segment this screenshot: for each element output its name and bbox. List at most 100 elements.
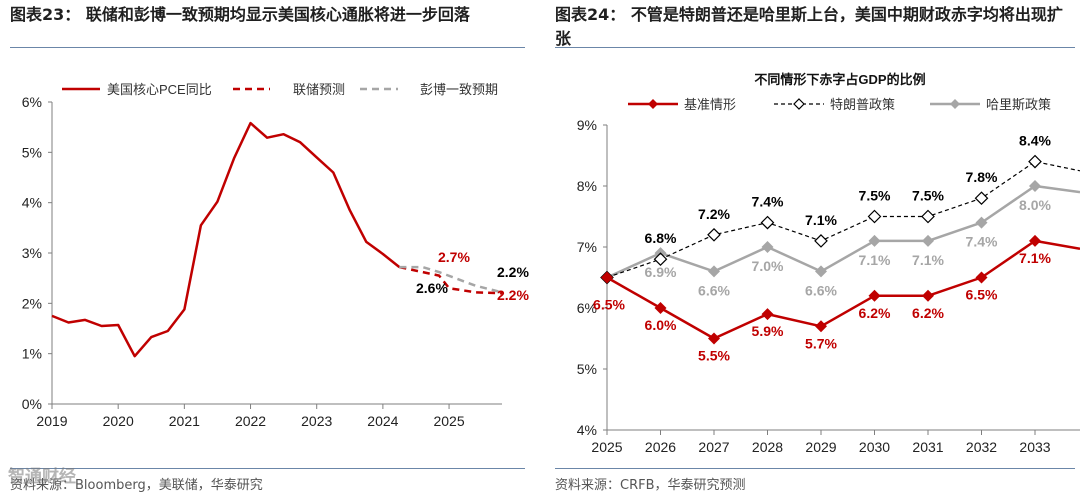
right-data-label-s2: 6.6%: [805, 282, 837, 298]
right-marker-s0: [922, 289, 934, 302]
right-chart-title: 不同情形下赤字占GDP的比例: [754, 72, 925, 87]
right-marker-s1: [653, 252, 668, 267]
right-data-label-s1: 7.5%: [859, 188, 891, 204]
right-marker-s1: [760, 215, 775, 230]
right-marker-s1: [814, 234, 828, 248]
right-x-tick-label: 2025: [591, 439, 622, 455]
right-x-tick-label: 2030: [859, 439, 890, 455]
right-data-label-s1: 7.4%: [752, 194, 784, 210]
right-y-tick-label: 9%: [577, 117, 597, 133]
right-data-label-s1: 8.4%: [1019, 133, 1051, 149]
left-y-tick-label: 4%: [22, 195, 42, 211]
right-marker-s0: [761, 308, 774, 321]
left-annotation-label: 2.6%: [416, 280, 448, 296]
right-marker-s0: [1029, 234, 1041, 247]
right-source-rule: [555, 468, 1075, 469]
right-marker-s1: [921, 209, 935, 224]
right-marker-s2: [708, 265, 720, 278]
left-legend: 美国核心PCE同比 联储预测 彭博一致预期: [62, 82, 498, 97]
right-data-label-s0: 6.2%: [859, 305, 891, 321]
right-y-tick-label: 5%: [577, 361, 597, 377]
right-x-tick-label: 2029: [805, 439, 836, 455]
left-x-tick-label: 2025: [433, 413, 464, 429]
left-x-tick-label: 2022: [235, 413, 266, 429]
right-series-line-0: [606, 239, 1080, 340]
right-marker-s0: [815, 320, 827, 333]
left-x-tick-label: 2024: [367, 413, 398, 429]
legend-marker-harris: [950, 99, 960, 109]
left-source-note: 资料来源：Bloomberg，美联储，华泰研究: [10, 478, 263, 493]
right-x-tick-label: 2026: [645, 439, 676, 455]
right-data-label-s0: 7.1%: [1019, 250, 1051, 266]
right-data-label-s1: 7.2%: [698, 206, 730, 222]
right-marker-s2: [1029, 180, 1041, 192]
right-data-label-s1: 6.8%: [645, 230, 677, 246]
right-source-note: 资料来源：CRFB，华泰研究预测: [555, 478, 746, 493]
left-x-tick-label: 2019: [36, 413, 67, 429]
right-marker-s0: [601, 271, 613, 284]
right-marker-s1: [707, 227, 721, 242]
right-y-tick-label: 7%: [577, 239, 597, 255]
right-marker-s0: [868, 289, 881, 302]
right-data-label-s0: 5.9%: [752, 323, 784, 339]
right-axes: 4% 5% 6% 7% 8% 9% 2025 2026 2027 2028 2029 2030 2031…: [577, 117, 1080, 455]
right-data-label-s2: 7.0%: [752, 258, 784, 274]
right-figure-title: 图表24： 不管是特朗普还是哈里斯上台，美国中期财政赤字均将出现扩张: [555, 5, 1063, 48]
left-x-tick-label: 2021: [169, 413, 200, 429]
right-data-label-s1: 7.5%: [912, 188, 944, 204]
legend-label-baseline: 基准情形: [684, 97, 736, 112]
right-marker-s1: [1028, 154, 1042, 169]
right-data-label-s2: 7.1%: [859, 252, 891, 268]
left-series-line-2: [399, 265, 503, 294]
right-y-tick-label: 6%: [577, 300, 597, 316]
left-y-tick-label: 0%: [22, 396, 42, 412]
right-marker-s0: [975, 271, 988, 284]
right-x-tick-label: 2033: [1019, 439, 1050, 455]
right-x-tick-label: 2032: [966, 439, 997, 455]
left-series-line-1: [399, 265, 503, 295]
left-source-rule: [10, 468, 525, 469]
left-annotation-label: 2.7%: [438, 249, 470, 265]
right-marker-s0: [708, 332, 720, 345]
right-y-tick-label: 4%: [577, 422, 597, 438]
right-x-tick-label: 2031: [912, 439, 943, 455]
right-y-tick-label: 8%: [577, 178, 597, 194]
left-y-tick-label: 5%: [22, 144, 42, 160]
right-data-label-s1: 7.8%: [966, 169, 998, 185]
legend-marker-trump: [793, 98, 805, 110]
right-series: [600, 154, 1080, 345]
left-x-tick-label: 2020: [103, 413, 134, 429]
legend-marker-baseline: [648, 99, 658, 109]
left-annotation-label: 2.2%: [497, 287, 529, 303]
watermark-logo: 智通财经: [8, 467, 76, 487]
legend-label-core-pce: 美国核心PCE同比: [107, 82, 212, 97]
right-data-label-s2: 7.1%: [912, 252, 944, 268]
right-marker-s2: [761, 241, 774, 253]
right-data-label-s0: 5.5%: [698, 348, 730, 364]
right-data-label-s0: 5.7%: [805, 335, 837, 351]
right-data-label-s2: 7.4%: [966, 234, 998, 250]
right-title-rule: [555, 47, 1075, 48]
right-marker-s2: [975, 216, 988, 229]
right-marker-s1: [867, 209, 882, 224]
legend-label-trump: 特朗普政策: [830, 97, 895, 112]
right-data-label-s1: 7.1%: [805, 212, 837, 228]
right-legend: 基准情形 特朗普政策 哈里斯政策: [628, 97, 1051, 112]
left-y-tick-label: 1%: [22, 346, 42, 362]
right-series-line-2: [606, 184, 1080, 279]
right-data-label-s2: 6.6%: [698, 282, 730, 298]
right-data-label-s0: 6.5%: [593, 297, 625, 313]
left-x-tick-label: 2023: [301, 413, 332, 429]
right-data-label-s0: 6.5%: [966, 287, 998, 303]
left-y-tick-label: 6%: [22, 94, 42, 110]
right-marker-s1: [974, 191, 989, 206]
right-series-line-1: [606, 161, 1080, 279]
legend-label-fed-forecast: 联储预测: [293, 82, 345, 97]
right-marker-s2: [815, 265, 827, 278]
left-title-rule: [10, 47, 525, 48]
left-series: [51, 121, 503, 358]
right-data-label-s2: 6.9%: [645, 264, 677, 280]
left-pce-chart: 美国核心PCE同比 联储预测 彭博一致预期 0% 1% 2% 3% 4% 5% 6% 2019…: [22, 82, 530, 429]
right-x-tick-label: 2027: [698, 439, 729, 455]
right-data-label-s0: 6.0%: [645, 317, 677, 333]
